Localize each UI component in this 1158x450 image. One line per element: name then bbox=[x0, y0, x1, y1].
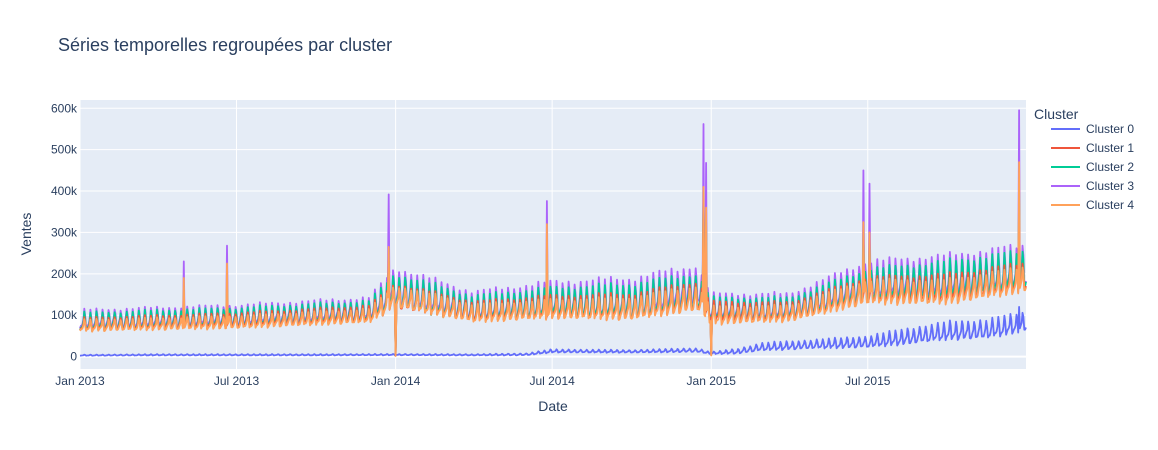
legend[interactable]: Cluster 0 Cluster 1 Cluster 2 Cluster 3 Clus… bbox=[1051, 122, 1134, 212]
series-line-cluster-4 bbox=[79, 161, 1027, 357]
y-tick-label: 200k bbox=[51, 267, 78, 281]
x-axis-title: Date bbox=[538, 398, 568, 414]
legend-item-cluster-3[interactable]: Cluster 3 bbox=[1051, 179, 1134, 193]
x-tick-label: Jul 2014 bbox=[529, 374, 575, 388]
y-tick-label: 300k bbox=[51, 225, 78, 239]
y-tick-label: 100k bbox=[51, 308, 78, 322]
legend-label: Cluster 3 bbox=[1086, 179, 1134, 193]
y-axis-ticks: 0 100k 200k 300k 400k 500k 600k bbox=[51, 101, 78, 363]
legend-item-cluster-0[interactable]: Cluster 0 bbox=[1051, 122, 1134, 136]
x-axis-ticks: Jan 2013 Jul 2013 Jan 2014 Jul 2014 Jan 2015… bbox=[55, 374, 890, 388]
legend-item-cluster-2[interactable]: Cluster 2 bbox=[1051, 160, 1134, 174]
y-tick-label: 500k bbox=[51, 143, 78, 157]
x-tick-label: Jan 2013 bbox=[55, 374, 105, 388]
legend-item-cluster-1[interactable]: Cluster 1 bbox=[1051, 141, 1134, 155]
legend-label: Cluster 1 bbox=[1086, 141, 1134, 155]
legend-label: Cluster 0 bbox=[1086, 122, 1134, 136]
series-line-cluster-0 bbox=[79, 306, 1027, 357]
x-tick-label: Jan 2015 bbox=[687, 374, 737, 388]
x-tick-label: Jul 2015 bbox=[845, 374, 891, 388]
chart-title: Séries temporelles regroupées par cluste… bbox=[58, 35, 392, 55]
legend-title: Cluster bbox=[1034, 106, 1079, 122]
x-tick-label: Jul 2013 bbox=[214, 374, 260, 388]
legend-label: Cluster 2 bbox=[1086, 160, 1134, 174]
y-tick-label: 400k bbox=[51, 184, 78, 198]
series-layer bbox=[79, 109, 1027, 357]
plot-background bbox=[80, 100, 1026, 369]
y-tick-label: 600k bbox=[51, 101, 78, 115]
legend-item-cluster-4[interactable]: Cluster 4 bbox=[1051, 198, 1134, 212]
y-tick-label: 0 bbox=[70, 350, 77, 364]
grid-lines bbox=[79, 100, 1026, 369]
legend-label: Cluster 4 bbox=[1086, 198, 1134, 212]
y-axis-title: Ventes bbox=[18, 213, 34, 256]
x-tick-label: Jan 2014 bbox=[371, 374, 421, 388]
